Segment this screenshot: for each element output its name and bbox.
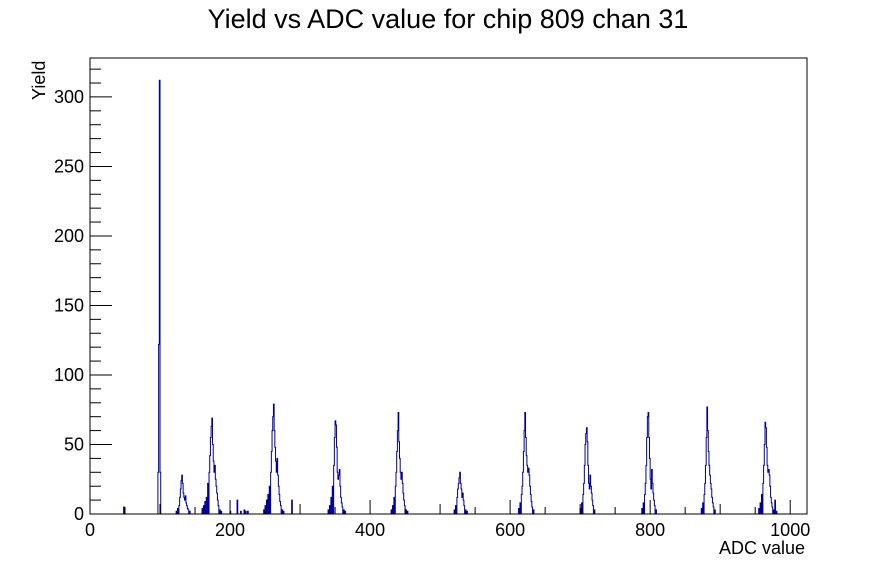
- x-tick-label: 1000: [770, 520, 810, 540]
- y-tick-label: 150: [54, 295, 84, 315]
- x-axis-label: ADC value: [719, 538, 805, 558]
- y-axis-label: Yield: [29, 61, 49, 100]
- y-tick-label: 0: [74, 504, 84, 524]
- y-tick-label: 250: [54, 156, 84, 176]
- y-tick-label: 200: [54, 226, 84, 246]
- x-tick-label: 200: [215, 520, 245, 540]
- histogram-series: [90, 79, 807, 515]
- y-tick-label: 300: [54, 87, 84, 107]
- x-tick-label: 400: [355, 520, 385, 540]
- y-tick-label: 100: [54, 365, 84, 385]
- y-tick-label: 50: [64, 434, 84, 454]
- plot-frame: [89, 57, 808, 515]
- x-tick-label: 600: [495, 520, 525, 540]
- axes: 0 200 400 600 800 1000 0 50 100 150 200 250 300: [54, 57, 810, 540]
- plot-area: [90, 79, 807, 515]
- chart-title: Yield vs ADC value for chip 809 chan 31: [208, 4, 689, 34]
- x-tick-label: 0: [85, 520, 95, 540]
- x-tick-label: 800: [635, 520, 665, 540]
